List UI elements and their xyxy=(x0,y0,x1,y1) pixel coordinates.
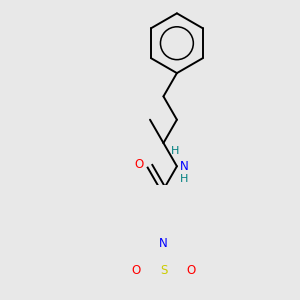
Text: N: N xyxy=(159,237,168,250)
Text: O: O xyxy=(135,158,144,171)
Text: H: H xyxy=(180,174,188,184)
Text: O: O xyxy=(187,264,196,277)
Text: H: H xyxy=(171,146,179,156)
Text: O: O xyxy=(131,264,140,277)
Text: S: S xyxy=(160,264,167,277)
Text: N: N xyxy=(180,160,189,173)
